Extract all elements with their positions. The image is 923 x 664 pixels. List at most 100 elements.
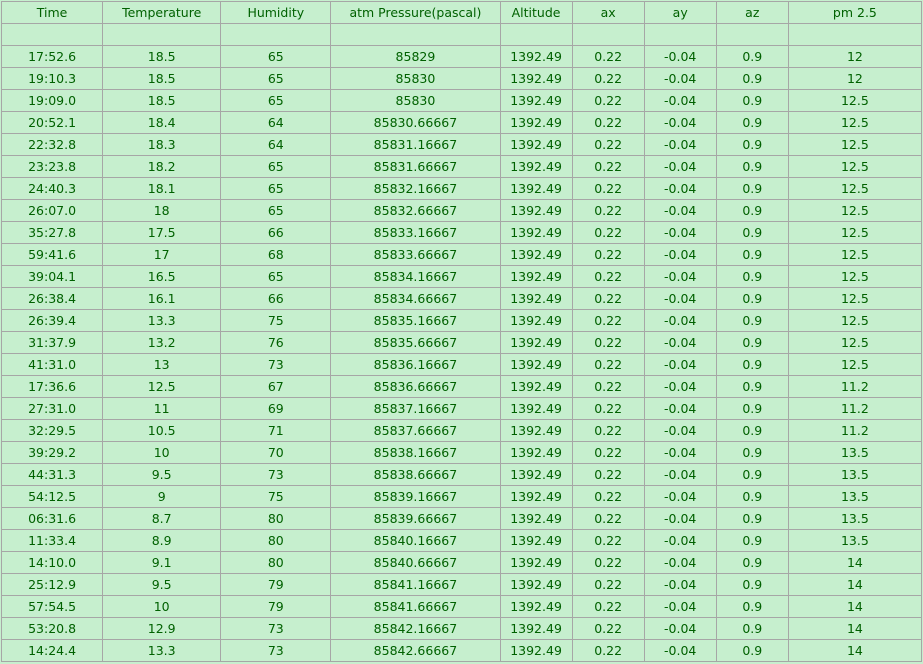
- table-cell[interactable]: 0.9: [715, 133, 789, 156]
- table-cell[interactable]: 1392.49: [499, 375, 573, 398]
- table-cell[interactable]: -0.04: [643, 111, 717, 134]
- table-cell[interactable]: 85841.66667: [330, 595, 501, 618]
- table-cell[interactable]: 13.3: [102, 639, 222, 662]
- table-cell[interactable]: 13.2: [102, 331, 222, 354]
- table-cell[interactable]: -0.04: [643, 353, 717, 376]
- header-cell-time[interactable]: Time: [0, 1, 104, 24]
- table-cell[interactable]: 0.22: [571, 67, 645, 90]
- table-cell[interactable]: 24:40.3: [0, 177, 104, 200]
- table-cell[interactable]: 32:29.5: [0, 419, 104, 442]
- table-cell[interactable]: 0.22: [571, 529, 645, 552]
- table-cell[interactable]: 85840.16667: [330, 529, 501, 552]
- table-cell[interactable]: 1392.49: [499, 111, 573, 134]
- table-cell[interactable]: 1392.49: [499, 463, 573, 486]
- table-cell[interactable]: -0.04: [643, 463, 717, 486]
- table-cell[interactable]: 0.9: [715, 111, 789, 134]
- table-cell[interactable]: -0.04: [643, 45, 717, 68]
- table-cell[interactable]: 85835.66667: [330, 331, 501, 354]
- table-cell[interactable]: 12.5: [787, 133, 923, 156]
- table-cell[interactable]: 0.22: [571, 573, 645, 596]
- table-cell[interactable]: 85837.66667: [330, 419, 501, 442]
- table-cell[interactable]: -0.04: [643, 89, 717, 112]
- table-cell[interactable]: -0.04: [643, 529, 717, 552]
- table-cell[interactable]: -0.04: [643, 287, 717, 310]
- table-cell[interactable]: 1392.49: [499, 573, 573, 596]
- table-cell[interactable]: 1392.49: [499, 397, 573, 420]
- table-cell[interactable]: 85832.16667: [330, 177, 501, 200]
- table-cell[interactable]: -0.04: [643, 419, 717, 442]
- table-cell[interactable]: 66: [220, 287, 332, 310]
- table-cell[interactable]: -0.04: [643, 485, 717, 508]
- table-cell[interactable]: 0.9: [715, 397, 789, 420]
- table-cell[interactable]: 0.22: [571, 463, 645, 486]
- table-cell[interactable]: 12.5: [787, 199, 923, 222]
- table-cell[interactable]: 57:54.5: [0, 595, 104, 618]
- table-cell[interactable]: 26:07.0: [0, 199, 104, 222]
- table-cell[interactable]: 27:31.0: [0, 397, 104, 420]
- table-cell[interactable]: 12.5: [787, 111, 923, 134]
- table-cell[interactable]: -0.04: [643, 309, 717, 332]
- table-cell[interactable]: 1392.49: [499, 287, 573, 310]
- table-cell[interactable]: -0.04: [643, 177, 717, 200]
- table-cell[interactable]: 0.9: [715, 529, 789, 552]
- table-cell[interactable]: [715, 23, 789, 46]
- table-cell[interactable]: 39:29.2: [0, 441, 104, 464]
- table-cell[interactable]: 65: [220, 265, 332, 288]
- table-cell[interactable]: -0.04: [643, 155, 717, 178]
- table-cell[interactable]: 0.9: [715, 595, 789, 618]
- table-cell[interactable]: 80: [220, 507, 332, 530]
- table-cell[interactable]: 11.2: [787, 375, 923, 398]
- table-cell[interactable]: 14:10.0: [0, 551, 104, 574]
- table-cell[interactable]: 1392.49: [499, 485, 573, 508]
- table-cell[interactable]: 0.22: [571, 309, 645, 332]
- table-cell[interactable]: 0.22: [571, 331, 645, 354]
- table-cell[interactable]: 12: [787, 45, 923, 68]
- table-cell[interactable]: 66: [220, 221, 332, 244]
- table-cell[interactable]: 13.3: [102, 309, 222, 332]
- table-cell[interactable]: 0.22: [571, 287, 645, 310]
- table-cell[interactable]: 26:39.4: [0, 309, 104, 332]
- table-cell[interactable]: 85840.66667: [330, 551, 501, 574]
- table-cell[interactable]: 17: [102, 243, 222, 266]
- table-cell[interactable]: 0.9: [715, 463, 789, 486]
- table-cell[interactable]: 54:12.5: [0, 485, 104, 508]
- table-cell[interactable]: 85830.66667: [330, 111, 501, 134]
- table-cell[interactable]: 18.4: [102, 111, 222, 134]
- table-cell[interactable]: 85841.16667: [330, 573, 501, 596]
- table-cell[interactable]: 85834.66667: [330, 287, 501, 310]
- table-cell[interactable]: [499, 23, 573, 46]
- table-cell[interactable]: 9.5: [102, 573, 222, 596]
- table-cell[interactable]: 14:24.4: [0, 639, 104, 662]
- table-cell[interactable]: 1392.49: [499, 243, 573, 266]
- table-cell[interactable]: 0.9: [715, 287, 789, 310]
- table-cell[interactable]: 76: [220, 331, 332, 354]
- table-cell[interactable]: [787, 23, 923, 46]
- table-cell[interactable]: 06:31.6: [0, 507, 104, 530]
- table-cell[interactable]: 14: [787, 551, 923, 574]
- table-cell[interactable]: 85836.16667: [330, 353, 501, 376]
- table-cell[interactable]: 0.22: [571, 221, 645, 244]
- table-cell[interactable]: 41:31.0: [0, 353, 104, 376]
- table-cell[interactable]: 75: [220, 309, 332, 332]
- table-cell[interactable]: 39:04.1: [0, 265, 104, 288]
- table-cell[interactable]: 11.2: [787, 397, 923, 420]
- table-cell[interactable]: 59:41.6: [0, 243, 104, 266]
- table-cell[interactable]: 19:09.0: [0, 89, 104, 112]
- table-cell[interactable]: 85833.16667: [330, 221, 501, 244]
- table-cell[interactable]: 85842.16667: [330, 617, 501, 640]
- table-cell[interactable]: -0.04: [643, 595, 717, 618]
- table-cell[interactable]: 18.2: [102, 155, 222, 178]
- table-cell[interactable]: 0.22: [571, 595, 645, 618]
- table-cell[interactable]: 1392.49: [499, 265, 573, 288]
- header-cell-az[interactable]: az: [715, 1, 789, 24]
- table-cell[interactable]: 65: [220, 177, 332, 200]
- table-cell[interactable]: 73: [220, 463, 332, 486]
- table-cell[interactable]: 23:23.8: [0, 155, 104, 178]
- table-cell[interactable]: 85838.16667: [330, 441, 501, 464]
- table-cell[interactable]: 1392.49: [499, 529, 573, 552]
- table-cell[interactable]: 12.5: [787, 221, 923, 244]
- table-cell[interactable]: 13: [102, 353, 222, 376]
- table-cell[interactable]: 12.5: [787, 265, 923, 288]
- table-cell[interactable]: 12: [787, 67, 923, 90]
- table-cell[interactable]: -0.04: [643, 243, 717, 266]
